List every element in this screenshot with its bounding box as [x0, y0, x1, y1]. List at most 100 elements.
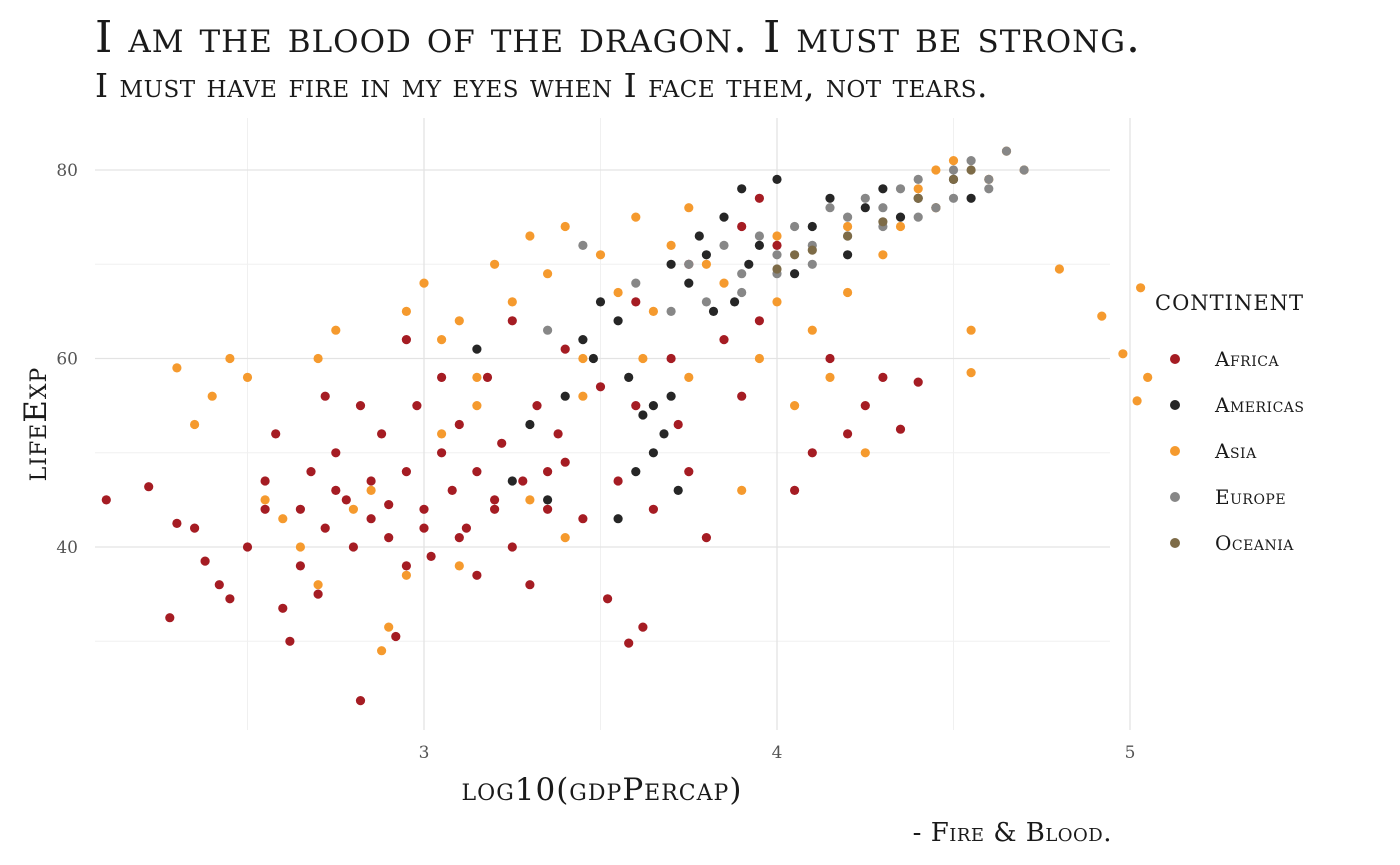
- data-point-asia: [790, 401, 800, 411]
- data-point-africa: [648, 504, 659, 514]
- data-point-africa: [313, 589, 323, 599]
- data-point-africa: [666, 353, 676, 364]
- data-point-africa: [595, 382, 606, 392]
- data-point-africa: [306, 467, 316, 477]
- data-point-europe: [948, 165, 959, 175]
- data-point-europe: [772, 250, 782, 260]
- data-point-asia: [560, 533, 570, 543]
- legend-swatch: [1170, 400, 1180, 410]
- data-point-asia: [225, 353, 235, 364]
- data-point-africa: [913, 377, 923, 387]
- data-point-africa: [260, 476, 270, 486]
- data-point-africa: [825, 353, 835, 364]
- data-point-africa: [377, 429, 387, 439]
- data-point-africa: [355, 696, 366, 706]
- legend-title: continent: [1155, 283, 1305, 318]
- data-point-africa: [447, 485, 457, 495]
- data-point-europe: [860, 193, 870, 203]
- data-point-africa: [320, 391, 330, 401]
- data-point-africa: [490, 495, 500, 505]
- legend-label: Americas: [1215, 393, 1305, 417]
- data-point-africa: [214, 580, 224, 590]
- legend-swatch: [1170, 354, 1180, 364]
- data-point-americas: [666, 391, 676, 401]
- data-points: [101, 146, 1153, 706]
- data-point-americas: [631, 467, 641, 477]
- data-point-africa: [419, 523, 429, 533]
- legend-item-asia: Asia: [1155, 428, 1304, 474]
- data-point-africa: [366, 476, 376, 486]
- legend-swatch: [1170, 446, 1180, 456]
- data-point-africa: [437, 372, 447, 382]
- data-point-africa: [285, 636, 295, 646]
- data-point-americas: [825, 193, 835, 203]
- data-point-asia: [913, 184, 923, 194]
- data-point-africa: [295, 561, 305, 571]
- y-tick-label: 40: [56, 538, 78, 558]
- legend-items: Africa Americas Asia Europe Oceania: [1155, 336, 1304, 566]
- data-point-africa: [895, 424, 906, 434]
- data-point-africa: [341, 495, 351, 505]
- data-point-africa: [278, 603, 288, 613]
- legend-label: Asia: [1215, 439, 1257, 463]
- data-point-africa: [144, 482, 154, 492]
- data-point-asia: [1136, 283, 1146, 293]
- data-point-africa: [843, 429, 853, 439]
- chart-subtitle: I must have fire in my eyes when I face …: [95, 66, 988, 105]
- data-point-asia: [242, 372, 253, 382]
- data-point-asia: [490, 259, 500, 269]
- data-point-europe: [843, 212, 853, 222]
- data-point-americas: [613, 316, 623, 326]
- data-point-africa: [472, 467, 482, 477]
- data-point-africa: [437, 448, 447, 458]
- data-point-africa: [101, 495, 111, 505]
- legend-swatch: [1170, 492, 1180, 502]
- legend-label: Oceania: [1215, 531, 1294, 555]
- data-point-asia: [684, 203, 694, 213]
- data-point-africa: [603, 594, 613, 604]
- data-point-asia: [1132, 396, 1142, 406]
- data-point-asia: [631, 212, 641, 222]
- data-point-asia: [666, 240, 676, 250]
- legend-item-americas: Americas: [1155, 382, 1304, 428]
- data-point-americas: [588, 353, 599, 364]
- legend-item-oceania: Oceania: [1155, 520, 1304, 566]
- grid: [95, 118, 1131, 730]
- data-point-asia: [507, 297, 517, 307]
- data-point-asia: [260, 495, 270, 505]
- data-point-africa: [384, 500, 394, 510]
- data-point-asia: [331, 325, 341, 335]
- data-point-europe: [931, 203, 941, 213]
- data-point-asia: [931, 165, 941, 175]
- x-tick-label: 3: [419, 743, 430, 763]
- data-point-africa: [532, 401, 542, 411]
- data-point-europe: [666, 306, 676, 316]
- data-point-africa: [507, 542, 517, 552]
- data-point-oceania: [772, 264, 782, 274]
- data-point-americas: [694, 231, 704, 241]
- data-point-asia: [737, 485, 747, 495]
- data-point-europe: [984, 184, 994, 194]
- data-point-africa: [401, 467, 411, 477]
- data-point-americas: [560, 391, 570, 401]
- data-point-africa: [624, 638, 634, 648]
- data-point-africa: [401, 335, 411, 345]
- data-point-americas: [966, 193, 976, 203]
- data-point-asia: [648, 306, 659, 316]
- data-point-americas: [613, 514, 623, 524]
- data-point-oceania: [790, 250, 800, 260]
- data-point-asia: [419, 278, 429, 288]
- data-point-europe: [878, 203, 888, 213]
- data-point-asia: [701, 259, 712, 269]
- data-point-americas: [595, 297, 606, 307]
- data-point-africa: [355, 401, 366, 411]
- data-point-asia: [454, 561, 464, 571]
- data-point-europe: [578, 240, 588, 250]
- data-point-americas: [860, 203, 870, 213]
- data-point-africa: [384, 533, 394, 543]
- data-point-africa: [271, 429, 281, 439]
- data-point-asia: [1097, 311, 1107, 321]
- data-point-americas: [843, 250, 853, 260]
- data-point-africa: [190, 523, 200, 533]
